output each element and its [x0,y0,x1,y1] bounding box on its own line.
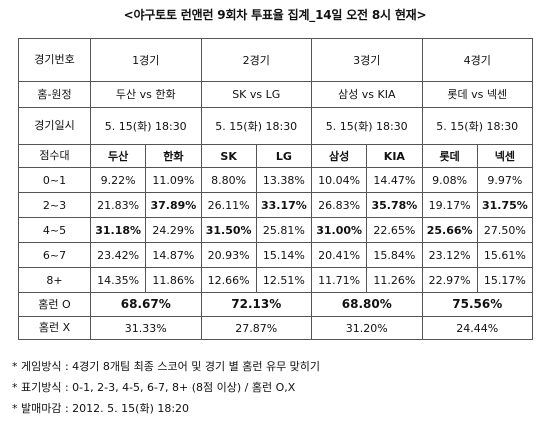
game-2-match: SK vs LG [200,81,312,108]
notes: * 게임방식 : 4경기 8개팀 최종 스코어 및 경기 별 홈런 유무 맞히기… [12,356,320,419]
game-3-homerun-yes: 68.80% [311,292,423,317]
vote-rate-cell: 12.66% [200,267,257,293]
vote-rate-cell: 10.04% [310,167,368,193]
game-1-homerun-yes: 68.67% [90,292,202,317]
vote-rate-cell: 23.42% [89,242,147,268]
game-1-homerun-no: 31.33% [90,316,202,340]
game-3-date: 5. 15(화) 18:30 [311,107,423,145]
score-band: 8+ [18,267,91,293]
team-row: 점수대 두산 한화 SK LG 삼성 KIA 롯데 넥센 [18,144,534,168]
vote-rate-cell: 15.84% [366,242,423,268]
score-row-0-1: 0~1 9.22% 11.09% 8.80% 13.38% 10.04% 14.… [18,167,534,193]
vote-rate-cell: 15.61% [476,242,534,268]
vote-rate-cell: 12.51% [255,267,313,293]
vote-rate-cell: 22.65% [366,217,423,243]
team-name: 한화 [145,144,202,168]
team-name: 삼성 [310,144,368,168]
game-4-homerun-yes: 75.56% [421,292,533,317]
game-2-header: 2경기 [200,38,312,82]
vote-rate-cell: 13.38% [255,167,313,193]
score-band-label: 점수대 [18,144,91,168]
game-3-header: 3경기 [311,38,423,82]
vote-rate-cell: 33.17% [255,192,313,218]
game-4-header: 4경기 [421,38,533,82]
note-game-method: * 게임방식 : 4경기 8개팀 최종 스코어 및 경기 별 홈런 유무 맞히기 [12,360,321,373]
vote-rate-cell: 11.26% [366,267,423,293]
vote-rate-cell: 26.83% [310,192,368,218]
game-number-row: 경기번호 1경기 2경기 3경기 4경기 [18,38,533,82]
game-1-header: 1경기 [90,38,202,82]
vote-rate-cell: 19.17% [421,192,478,218]
vote-rate-cell: 9.08% [421,167,478,193]
vote-rate-cell: 14.87% [145,242,202,268]
score-row-4-5: 4~5 31.18% 24.29% 31.50% 25.81% 31.00% 2… [18,217,534,243]
match-label: 홈-원정 [18,81,91,108]
team-name: SK [200,144,257,168]
vote-rate-cell: 22.97% [421,267,478,293]
datetime-row: 경기일시 5. 15(화) 18:30 5. 15(화) 18:30 5. 15… [18,107,533,145]
vote-rate-cell: 20.93% [200,242,257,268]
score-band: 2~3 [18,192,91,218]
game-4-homerun-no: 24.44% [421,316,533,340]
vote-rate-cell: 24.29% [145,217,202,243]
vote-rate-cell: 27.50% [476,217,534,243]
homerun-no-row: 홈런 X 31.33% 27.87% 31.20% 24.44% [18,316,533,340]
vote-rate-cell: 11.09% [145,167,202,193]
game-2-homerun-no: 27.87% [200,316,312,340]
game-4-match: 롯데 vs 넥센 [421,81,533,108]
score-band: 6~7 [18,242,91,268]
vote-rate-table-container: 경기번호 1경기 2경기 3경기 4경기 홈-원정 두산 vs 한화 SK vs… [18,38,534,340]
note-deadline: * 발매마감 : 2012. 5. 15(화) 18:20 [12,402,190,415]
vote-rate-cell: 8.80% [200,167,257,193]
game-3-homerun-no: 31.20% [311,316,423,340]
vote-rate-cell: 14.47% [366,167,423,193]
vote-rate-cell: 14.35% [89,267,147,293]
game-2-date: 5. 15(화) 18:30 [200,107,312,145]
vote-rate-cell: 9.22% [89,167,147,193]
vote-rate-cell: 26.11% [200,192,257,218]
vote-rate-cell: 31.18% [89,217,147,243]
vote-rate-cell: 23.12% [421,242,478,268]
vote-rate-cell: 35.78% [366,192,423,218]
vote-rate-cell: 11.71% [310,267,368,293]
score-band: 0~1 [18,167,91,193]
team-name: 넥센 [476,144,534,168]
game-2-homerun-yes: 72.13% [200,292,312,317]
vote-rate-cell: 21.83% [89,192,147,218]
score-band: 4~5 [18,217,91,243]
homerun-no-label: 홈런 X [18,316,91,340]
vote-rate-cell: 11.86% [145,267,202,293]
game-number-label: 경기번호 [18,38,91,82]
game-3-match: 삼성 vs KIA [311,81,423,108]
vote-rate-cell: 37.89% [145,192,202,218]
homerun-yes-row: 홈런 O 68.67% 72.13% 68.80% 75.56% [18,292,533,317]
datetime-label: 경기일시 [18,107,91,145]
vote-rate-cell: 15.14% [255,242,313,268]
team-name: 롯데 [421,144,478,168]
match-row: 홈-원정 두산 vs 한화 SK vs LG 삼성 vs KIA 롯데 vs 넥… [18,81,533,108]
score-row-8-plus: 8+ 14.35% 11.86% 12.66% 12.51% 11.71% 11… [18,267,534,293]
homerun-yes-label: 홈런 O [18,292,91,317]
vote-rate-cell: 15.17% [476,267,534,293]
vote-rate-cell: 25.66% [421,217,478,243]
note-notation: * 표기방식 : 0-1, 2-3, 4-5, 6-7, 8+ (8점 이상) … [12,381,296,394]
team-name: LG [255,144,313,168]
game-4-date: 5. 15(화) 18:30 [421,107,533,145]
vote-rate-cell: 31.00% [310,217,368,243]
vote-rate-cell: 31.50% [200,217,257,243]
team-name: 두산 [89,144,147,168]
team-name: KIA [366,144,423,168]
page-title: <야구토토 런앤런 9회차 투표율 집계_14일 오전 8시 현재> [123,8,427,22]
vote-rate-cell: 31.75% [476,192,534,218]
vote-rate-cell: 20.41% [310,242,368,268]
score-row-6-7: 6~7 23.42% 14.87% 20.93% 15.14% 20.41% 1… [18,242,534,268]
vote-rate-cell: 25.81% [255,217,313,243]
vote-rate-cell: 9.97% [476,167,534,193]
vote-rate-table: 경기번호 1경기 2경기 3경기 4경기 홈-원정 두산 vs 한화 SK vs… [18,38,534,340]
game-1-match: 두산 vs 한화 [90,81,202,108]
game-1-date: 5. 15(화) 18:30 [90,107,202,145]
score-row-2-3: 2~3 21.83% 37.89% 26.11% 33.17% 26.83% 3… [18,192,534,218]
